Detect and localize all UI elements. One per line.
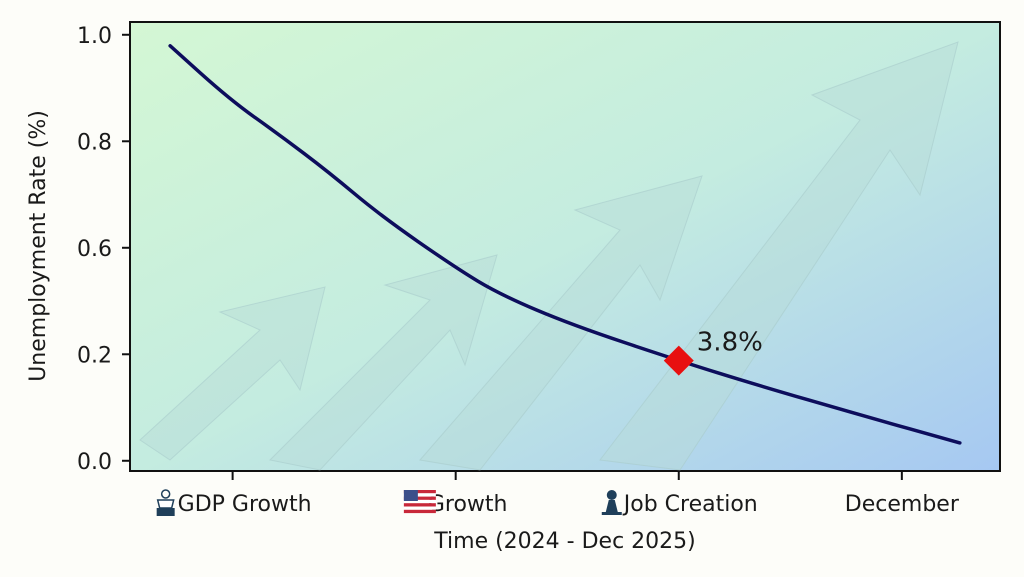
y-axis-label: Unemployment Rate (%)	[26, 110, 51, 382]
us-flag-icon	[403, 490, 436, 514]
y-tick-label: 0.2	[77, 343, 112, 368]
flag-stripe	[403, 493, 436, 497]
series-line-unemployment-rate	[168, 44, 962, 445]
annotations: 3.8%	[663, 328, 763, 376]
highlight-diamond-marker	[663, 345, 694, 376]
y-tick-label: 1.0	[77, 24, 112, 49]
arrow-icon	[268, 254, 498, 471]
person-icon	[156, 489, 175, 516]
x-tick-label: Growth	[428, 492, 508, 517]
person-body	[156, 499, 175, 509]
arrow-icon	[139, 286, 326, 461]
person-head	[160, 489, 171, 499]
worker-head	[606, 490, 617, 500]
worker-body	[605, 500, 618, 512]
flag-stripe	[403, 506, 436, 510]
y-axis: 0.0 0.2 0.6 0.8 1.0	[77, 24, 130, 475]
x-axis: GDP Growth Growth Job Creation December	[156, 471, 960, 517]
plot-area	[129, 21, 1001, 472]
x-tick-label: Job Creation	[622, 492, 758, 517]
x-tick-label: December	[845, 492, 960, 517]
x-tick-label: GDP Growth	[178, 492, 312, 517]
flag-stripe	[403, 503, 436, 507]
worker-icon	[601, 490, 622, 515]
flag-canton	[403, 490, 418, 501]
y-tick-label: 0.8	[77, 130, 112, 155]
flag-stripe	[403, 509, 436, 514]
y-tick-label: 0.6	[77, 237, 112, 262]
flag-stripe	[403, 490, 436, 494]
flag-stripe	[403, 496, 436, 500]
x-axis-label: Time (2024 - Dec 2025)	[433, 529, 695, 554]
worker-base	[601, 512, 622, 515]
arrow-icon	[419, 175, 703, 471]
person-legs	[156, 508, 175, 516]
flag-stripe	[403, 499, 436, 504]
y-tick-label: 0.0	[77, 450, 112, 475]
annotation-label: 3.8%	[697, 328, 763, 358]
